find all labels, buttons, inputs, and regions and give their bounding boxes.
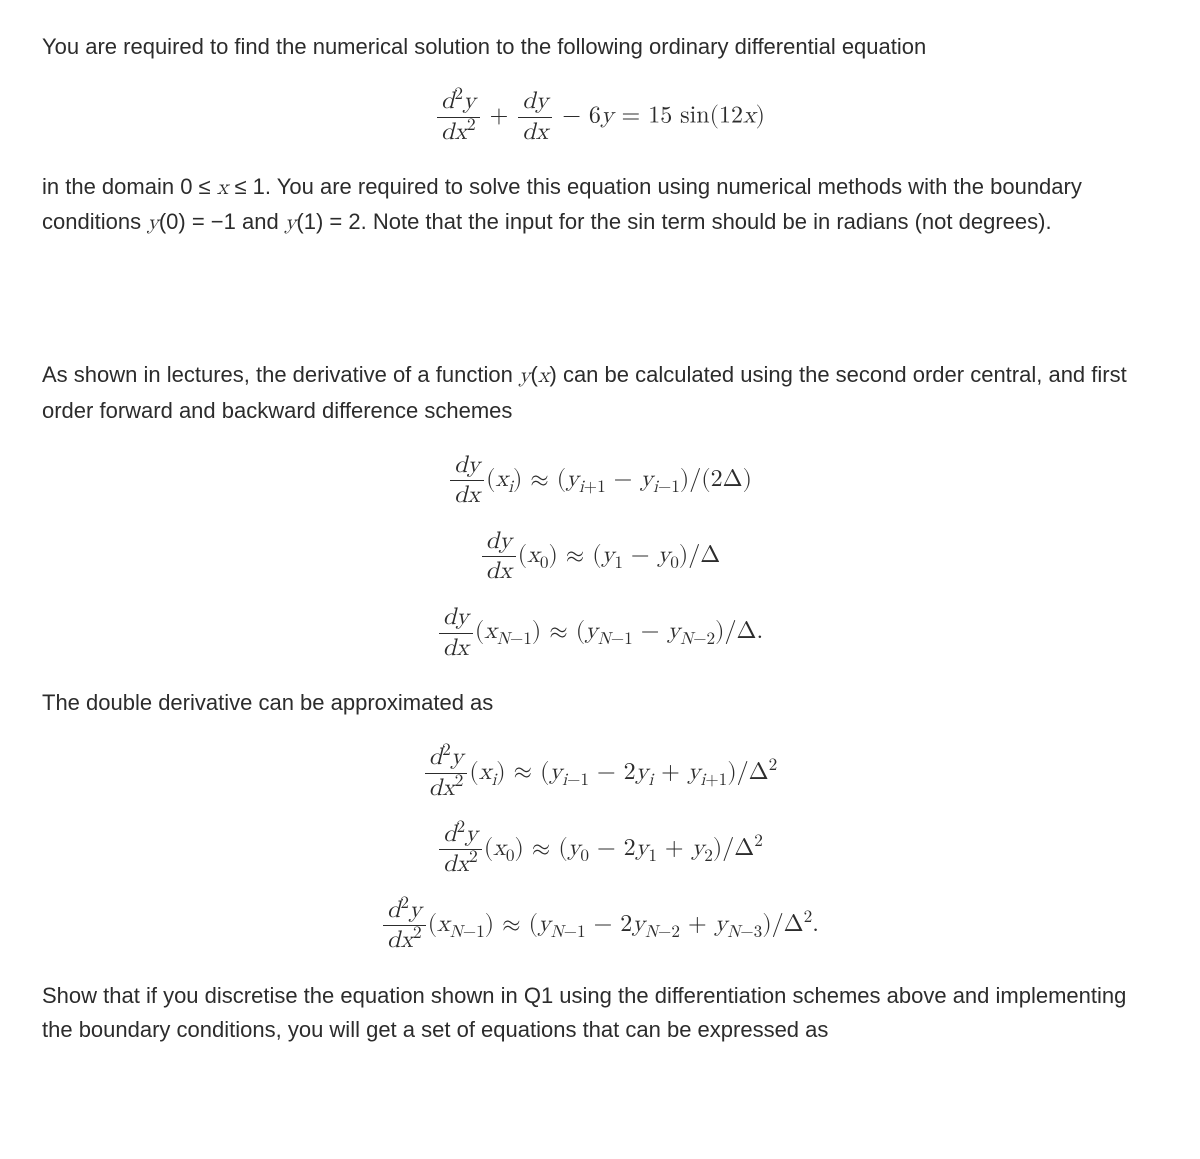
second-deriv-frac: d2y dx2 [437, 88, 480, 146]
second-deriv-intro: The double derivative can be approximate… [42, 686, 1158, 720]
deriv-schemes-paragraph: As shown in lectures, the derivative of … [42, 358, 1158, 427]
domain-bc-paragraph: in the domain 0 ≤ x ≤ 1. You are require… [42, 170, 1158, 240]
backward-diff-eq: dydx(xN−1) ≈ (yN−1 − yN−2)/Δ. [42, 604, 1158, 662]
central-second-diff-eq: d2ydx2(xi) ≈ (yi−1 − 2yi + yi+1)/Δ2 [42, 744, 1158, 802]
second-derivative-equations: d2ydx2(xi) ≈ (yi−1 − 2yi + yi+1)/Δ2 d2yd… [42, 744, 1158, 955]
central-diff-eq: dydx(xi) ≈ (yi+1 − yi−1)/(2Δ) [42, 452, 1158, 510]
intro-paragraph: You are required to find the numerical s… [42, 30, 1158, 64]
forward-diff-eq: dydx(x0) ≈ (y1 − y0)/Δ [42, 528, 1158, 586]
discretise-paragraph: Show that if you discretise the equation… [42, 979, 1158, 1047]
first-derivative-equations: dydx(xi) ≈ (yi+1 − yi−1)/(2Δ) dydx(x0) ≈… [42, 452, 1158, 663]
forward-second-diff-eq: d2ydx2(x0) ≈ (y0 − 2y1 + y2)/Δ2 [42, 821, 1158, 879]
first-deriv-frac: dy dx [518, 88, 552, 146]
main-ode-equation: d2y dx2 + dy dx − 6y = 15 sin(12x) [42, 88, 1158, 146]
backward-second-diff-eq: d2ydx2(xN−1) ≈ (yN−1 − 2yN−2 + yN−3)/Δ2. [42, 897, 1158, 955]
